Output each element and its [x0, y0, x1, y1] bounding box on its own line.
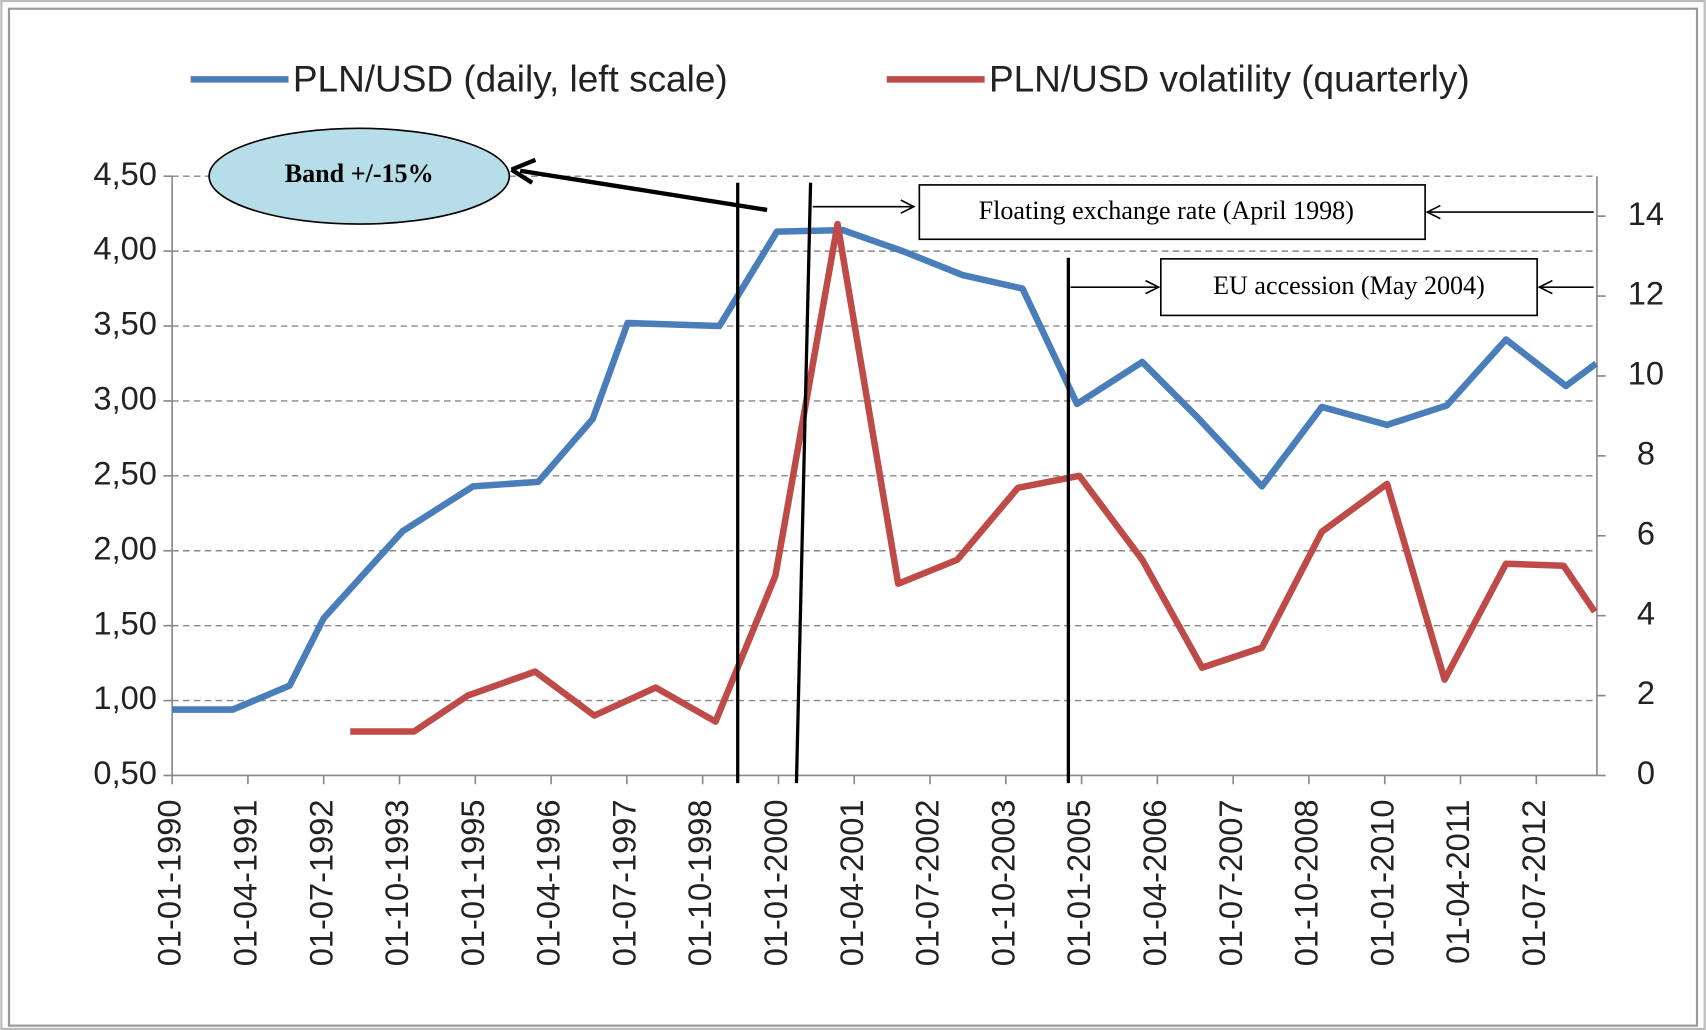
y-tick-label: 1,00 — [93, 679, 156, 716]
x-tick-label: 01-07-2002 — [909, 799, 946, 966]
y2-tick-label: 8 — [1637, 434, 1655, 471]
arrow-head — [1145, 279, 1161, 295]
marker-line — [794, 182, 813, 784]
series-line — [172, 226, 1599, 713]
x-tick-label: 01-10-1993 — [378, 799, 415, 966]
x-tick-label: 01-04-1996 — [530, 799, 567, 966]
x-tick-label: 01-07-2007 — [1212, 799, 1249, 966]
y-tick-label: 3,50 — [93, 305, 156, 342]
y2-tick-label: 2 — [1637, 674, 1655, 711]
x-tick-label: 01-01-1995 — [454, 799, 491, 966]
legend-label: PLN/USD volatility (quarterly) — [989, 58, 1470, 99]
x-tick-label: 01-04-2006 — [1136, 799, 1173, 966]
arrow-head — [510, 157, 537, 185]
inner-frame — [7, 7, 1699, 1027]
x-tick-label: 01-10-2003 — [984, 799, 1021, 966]
legend-label: PLN/USD (daily, left scale) — [293, 58, 728, 99]
x-tick-label: 01-10-1998 — [681, 799, 718, 966]
y2-tick-label: 14 — [1628, 195, 1664, 232]
note-box — [1159, 258, 1538, 317]
x-tick-label: 01-01-1990 — [151, 799, 188, 966]
y2-tick-label: 0 — [1637, 754, 1655, 791]
annotations: Band +/-15% Floating exchange rate (Apri… — [208, 127, 1594, 784]
x-tick-label: 01-04-1991 — [227, 799, 264, 966]
y-tick-label: 4,50 — [93, 155, 156, 192]
y-tick-label: 3,00 — [93, 380, 156, 417]
x-tick-label: 01-01-2000 — [757, 799, 794, 966]
x-tick-label: 01-07-1997 — [605, 799, 642, 966]
band-label: Band +/-15% — [285, 159, 434, 188]
eu-label: EU accession (May 2004) — [1213, 271, 1485, 300]
y-tick-label: 2,50 — [93, 454, 156, 491]
x-tick-label: 01-01-2010 — [1363, 799, 1400, 966]
y-tick-label: 2,00 — [93, 529, 156, 566]
x-tick-label: 01-04-2001 — [833, 799, 870, 966]
x-tick-label: 01-10-2008 — [1288, 799, 1325, 966]
x-tick-label: 01-04-2011 — [1439, 799, 1476, 963]
y-tick-label: 1,50 — [93, 604, 156, 641]
y-tick-label: 4,00 — [93, 230, 156, 267]
y2-tick-label: 6 — [1637, 514, 1655, 551]
note-box — [918, 184, 1426, 241]
arrow-head — [1537, 279, 1553, 295]
y2-tick-label: 4 — [1637, 594, 1655, 631]
band-ellipse — [208, 127, 511, 225]
y-tick-label: 0,50 — [93, 754, 156, 791]
x-tick-label: 01-07-2012 — [1515, 799, 1552, 966]
floating-label: Floating exchange rate (April 1998) — [979, 196, 1354, 225]
x-tick-label: 01-07-1992 — [302, 799, 339, 966]
arrow-head — [1425, 204, 1441, 220]
y2-tick-label: 10 — [1628, 355, 1664, 392]
y2-tick-label: 12 — [1628, 275, 1664, 312]
arrow-head — [900, 199, 916, 214]
series-line — [350, 220, 1598, 735]
arrow — [519, 168, 768, 213]
x-tick-label: 01-01-2005 — [1060, 799, 1097, 966]
